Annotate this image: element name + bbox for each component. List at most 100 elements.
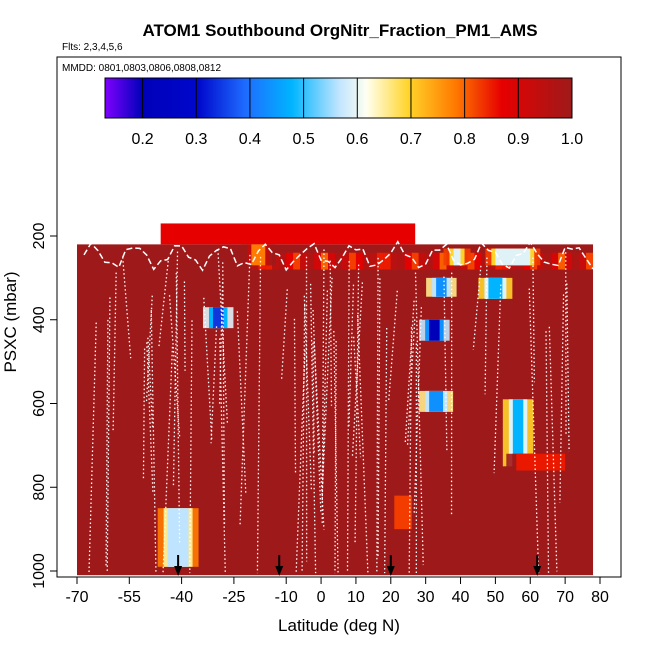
- y-axis: 200 400 600 800 1000: [31, 223, 57, 589]
- profile-marker-head: [174, 566, 183, 576]
- heatmap-cell: [429, 390, 444, 412]
- heatmap-cell: [397, 252, 405, 270]
- heatmap-cell: [300, 252, 308, 270]
- heatmap-cell: [544, 252, 552, 270]
- y-tick-label: 1000: [31, 553, 48, 589]
- heatmap-cell: [212, 307, 224, 329]
- flight-track: [236, 311, 247, 495]
- heatmap-cell: [251, 244, 266, 266]
- heatmap-cell: [565, 252, 573, 270]
- flight-tracks: [83, 240, 594, 574]
- heatmap-cell: [551, 252, 559, 270]
- y-tick-label: 600: [31, 390, 48, 417]
- flight-track: [406, 319, 416, 446]
- flight-track: [333, 330, 339, 574]
- flight-track: [183, 281, 186, 371]
- heatmap-cell: [558, 252, 566, 270]
- flight-track: [545, 331, 550, 574]
- flight-track: [376, 257, 379, 574]
- flight-track: [219, 338, 226, 574]
- flight-track: [83, 240, 594, 272]
- heatmap-top-band: [160, 223, 416, 245]
- flight-track: [566, 283, 570, 452]
- heatmap-cell: [516, 453, 566, 471]
- flight-track: [303, 295, 313, 490]
- x-tick-label: 30: [417, 589, 435, 606]
- heatmap-cell: [341, 252, 349, 270]
- flight-track: [158, 257, 170, 347]
- flight-track: [387, 290, 398, 402]
- heatmap: [77, 223, 594, 576]
- flight-track: [145, 295, 153, 403]
- flight-track: [256, 256, 262, 574]
- x-tick-label: 20: [382, 589, 400, 606]
- profile-markers: [174, 555, 542, 576]
- flight-track: [532, 257, 535, 383]
- heatmap-cell: [272, 252, 280, 270]
- colorbar-tick-label: 1.0: [561, 131, 583, 148]
- flight-track: [334, 340, 337, 574]
- flight-track: [321, 290, 329, 503]
- heatmap-cell: [376, 252, 384, 270]
- heatmap-cell: [286, 252, 294, 270]
- flight-track: [162, 346, 174, 574]
- heatmap-cell: [293, 252, 301, 270]
- colorbar-ticks: 0.2 0.3 0.4 0.5 0.6 0.7 0.8 0.9 1.0: [131, 78, 583, 148]
- y-tick-label: 400: [31, 306, 48, 333]
- x-tick-label: 0: [317, 589, 326, 606]
- flight-track: [329, 260, 333, 406]
- heatmap-cell: [537, 252, 545, 270]
- flight-track: [528, 288, 540, 574]
- flight-track: [559, 294, 565, 503]
- flight-track: [210, 326, 218, 444]
- heatmap-cell: [439, 252, 447, 270]
- flight-track: [295, 350, 306, 574]
- heatmap-cell: [390, 252, 398, 270]
- flight-track: [377, 278, 381, 559]
- flight-track: [351, 282, 364, 457]
- heatmap-cell: [418, 252, 426, 270]
- heatmap-cell: [307, 252, 315, 270]
- heatmap-cell: [383, 252, 391, 270]
- flight-track: [175, 272, 181, 543]
- dates-label: MMDD: 0801,0803,0806,0808,0812: [62, 63, 221, 74]
- flight-track: [321, 277, 333, 485]
- heatmap-cell: [321, 252, 329, 270]
- x-tick-label: -40: [170, 589, 193, 606]
- y-tick-label: 800: [31, 474, 48, 501]
- profile-marker-head: [386, 566, 395, 576]
- heatmap-cell: [328, 252, 336, 270]
- flight-track: [312, 310, 322, 512]
- heatmap-cell: [394, 495, 412, 530]
- heatmap-cell: [453, 248, 461, 266]
- heatmap-cell: [411, 252, 419, 270]
- x-tick-label: -70: [65, 589, 88, 606]
- x-tick-label: 80: [591, 589, 609, 606]
- heatmap-cell: [495, 248, 531, 266]
- heatmap-cell: [355, 252, 363, 270]
- flight-track: [548, 326, 558, 572]
- heatmap-cell: [432, 252, 440, 270]
- flight-track: [122, 257, 132, 359]
- flight-track: [239, 254, 251, 525]
- colorbar-tick-label: 0.7: [400, 131, 422, 148]
- flight-track: [172, 251, 179, 487]
- colorbar-tick-label: 0.4: [239, 131, 261, 148]
- flight-track: [217, 249, 229, 424]
- flight-track: [218, 282, 224, 406]
- heatmap-cell: [362, 252, 370, 270]
- y-axis-label: PSXC (mbar): [1, 271, 20, 372]
- x-tick-label: 60: [521, 589, 539, 606]
- heatmap-cell: [488, 277, 503, 299]
- flight-track: [408, 327, 413, 574]
- heatmap-cell: [481, 252, 489, 270]
- heatmap-cell: [474, 252, 482, 270]
- flights-label: Flts: 2,3,4,5,6: [62, 42, 123, 53]
- heatmap-cell: [467, 252, 475, 270]
- flight-track: [105, 319, 109, 567]
- heatmap-cell: [512, 399, 524, 467]
- flight-track: [443, 276, 448, 451]
- flight-track: [321, 249, 325, 524]
- heatmap-cell: [314, 252, 322, 270]
- colorbar-tick-label: 0.5: [292, 131, 314, 148]
